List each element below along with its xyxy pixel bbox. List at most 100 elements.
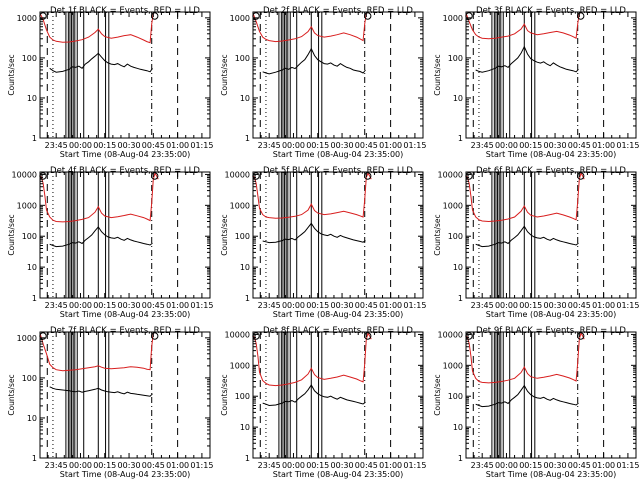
y-axis-label: Counts/sec <box>7 54 16 95</box>
x-axis-label: Start Time (08-Aug-04 23:35:00) <box>60 470 191 479</box>
interval-marker-icon <box>364 332 372 340</box>
y-tick-label: 10 <box>27 94 37 103</box>
x-tick-label: 01:15 <box>616 141 639 150</box>
plot-frame <box>252 331 424 459</box>
panel-8: 1 10 100 1000 10000 23:45 00:00 00:15 00:30 00:45… <box>220 326 426 479</box>
x-tick-label: 23:45 <box>45 141 68 150</box>
x-tick-label: 01:15 <box>403 301 426 310</box>
panel-title: Det 7f BLACK = Events, RED = LLD <box>50 326 200 336</box>
interval-marker-icon <box>577 172 585 180</box>
y-tick-label: 1000 <box>443 201 463 210</box>
interval-marker-icon <box>577 332 585 340</box>
series-lld-line <box>40 172 159 223</box>
interval-marker-icon <box>39 172 47 180</box>
x-tick-label: 01:00 <box>592 461 615 470</box>
x-tick-label: 00:45 <box>568 461 591 470</box>
plot-frame <box>39 331 211 459</box>
x-tick-label: 01:15 <box>403 461 426 470</box>
y-tick-label: 100 <box>235 232 250 241</box>
x-tick-label: 00:30 <box>118 141 141 150</box>
y-tick-label: 1000 <box>17 201 37 210</box>
y-tick-label: 1 <box>32 454 37 463</box>
plot-frame <box>252 11 424 139</box>
x-tick-label: 00:15 <box>519 141 542 150</box>
x-tick-label: 00:30 <box>118 461 141 470</box>
x-tick-label: 00:15 <box>306 301 329 310</box>
x-tick-label: 00:15 <box>306 461 329 470</box>
y-tick-label: 10 <box>240 263 250 272</box>
plot-frame <box>252 171 424 299</box>
panel-title: Det 6f BLACK = Events, RED = LLD <box>476 166 626 176</box>
x-tick-label: 23:45 <box>258 141 281 150</box>
interval-marker-icon <box>252 332 260 340</box>
series-lld-line <box>253 332 372 387</box>
x-tick-label: 00:00 <box>282 461 305 470</box>
plot-frame <box>39 171 211 299</box>
x-tick-label: 00:30 <box>544 301 567 310</box>
x-tick-label: 00:30 <box>331 461 354 470</box>
x-tick-label: 00:45 <box>142 141 165 150</box>
x-tick-label: 00:45 <box>568 141 591 150</box>
y-tick-label: 1000 <box>443 14 463 23</box>
plot-frame <box>465 331 637 459</box>
x-tick-label: 00:15 <box>519 301 542 310</box>
interval-marker-icon <box>465 12 473 20</box>
x-tick-label: 01:00 <box>592 141 615 150</box>
x-tick-label: 01:00 <box>166 301 189 310</box>
panel-title: Det 4f BLACK = Events, RED = LLD <box>50 166 200 176</box>
y-tick-label: 100 <box>235 54 250 63</box>
plot-frame <box>39 11 211 139</box>
panel-9: 1 10 100 1000 10000 23:45 00:00 00:15 00:30 00:45… <box>433 326 639 479</box>
series-events-line <box>262 47 366 75</box>
series-lld-line <box>466 332 585 384</box>
y-tick-label: 1000 <box>17 334 37 343</box>
panel-4: 1 10 100 1000 10000 23:45 00:00 00:15 00:30 00:45… <box>7 166 213 319</box>
x-axis-label: Start Time (08-Aug-04 23:35:00) <box>273 310 404 319</box>
series-events-line <box>475 384 579 408</box>
panel-title: Det 5f BLACK = Events, RED = LLD <box>263 166 413 176</box>
y-tick-label: 1 <box>245 134 250 143</box>
interval-marker-icon <box>151 172 159 180</box>
x-tick-label: 01:00 <box>379 141 402 150</box>
y-tick-label: 10000 <box>225 330 250 339</box>
x-tick-label: 00:45 <box>355 461 378 470</box>
x-axis-label: Start Time (08-Aug-04 23:35:00) <box>273 150 404 159</box>
x-tick-label: 00:15 <box>93 141 116 150</box>
y-axis-label: Counts/sec <box>220 374 229 415</box>
panel-title: Det 9f BLACK = Events, RED = LLD <box>476 326 626 336</box>
y-tick-label: 10 <box>453 263 463 272</box>
panel-6: 1 10 100 1000 10000 23:45 00:00 00:15 00:30 00:45… <box>433 166 639 319</box>
x-tick-label: 23:45 <box>258 301 281 310</box>
x-tick-label: 00:15 <box>93 301 116 310</box>
y-tick-label: 1 <box>245 454 250 463</box>
y-tick-label: 1 <box>32 134 37 143</box>
x-axis-label: Start Time (08-Aug-04 23:35:00) <box>486 150 617 159</box>
interval-marker-icon <box>364 172 372 180</box>
x-tick-label: 01:15 <box>190 461 213 470</box>
x-tick-label: 00:00 <box>495 461 518 470</box>
y-tick-label: 1000 <box>230 14 250 23</box>
y-tick-label: 100 <box>448 54 463 63</box>
y-tick-label: 10 <box>240 423 250 432</box>
interval-marker-icon <box>151 332 159 340</box>
y-axis-label: Counts/sec <box>7 214 16 255</box>
interval-marker-icon <box>364 12 372 20</box>
series-lld-line <box>466 12 582 40</box>
y-axis-label: Counts/sec <box>433 54 442 95</box>
y-tick-label: 10000 <box>438 170 463 179</box>
x-tick-label: 00:30 <box>331 301 354 310</box>
y-tick-label: 10 <box>240 94 250 103</box>
x-tick-label: 01:00 <box>592 301 615 310</box>
x-tick-label: 00:00 <box>69 141 92 150</box>
series-lld-line <box>253 172 372 219</box>
x-tick-label: 00:15 <box>519 461 542 470</box>
x-tick-label: 01:00 <box>166 461 189 470</box>
series-lld-line <box>40 12 156 44</box>
x-tick-label: 00:00 <box>282 141 305 150</box>
y-tick-label: 100 <box>448 232 463 241</box>
interval-marker-icon <box>151 12 159 20</box>
y-tick-label: 1000 <box>443 361 463 370</box>
y-tick-label: 1000 <box>230 201 250 210</box>
panel-1: 1 10 100 1000 23:45 00:00 00:15 00:30 00:45 01:00… <box>7 6 213 159</box>
y-tick-label: 100 <box>22 54 37 63</box>
